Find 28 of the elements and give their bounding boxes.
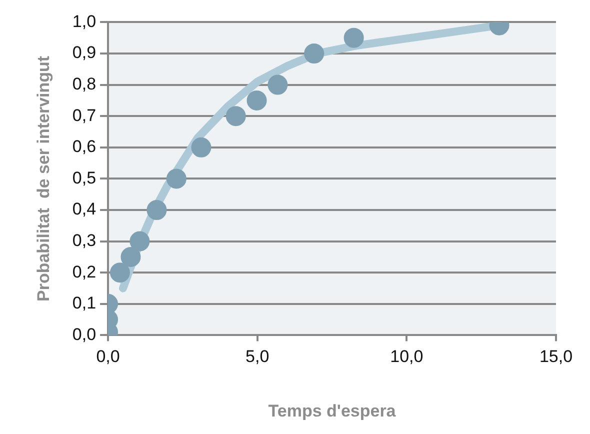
x-tick-label: 15,0 [539,347,573,366]
y-tick-label: 0,6 [72,137,96,156]
point [130,231,150,252]
point [146,200,167,220]
point [120,246,141,267]
point [166,168,186,189]
y-tick-label: 1,0 [72,12,96,31]
y-tick-label: 0,9 [72,43,96,62]
point [246,90,267,110]
y-tick-label: 0,4 [72,200,96,219]
x-axis-title: Temps d'espera [268,401,396,420]
y-axis-title: Probabilitat de ser intervingut [34,56,53,302]
y-tick-label: 0,3 [72,230,96,250]
point [226,106,246,126]
y-tick-label: 0,5 [72,168,96,188]
y-tick-label: 0,7 [72,106,96,125]
x-tick-label: 0,0 [96,347,120,366]
y-tick-label: 0,1 [72,294,96,313]
y-tick-label: 0,8 [72,74,96,94]
x-tick-label: 10,0 [390,347,424,366]
point [344,28,364,48]
point [191,137,212,158]
point [304,44,324,64]
point [110,262,130,283]
point [268,74,288,95]
x-tick-label: 5,0 [246,347,270,366]
y-tick-label: 0,2 [72,262,96,282]
y-tick-label: 0,0 [72,324,96,344]
